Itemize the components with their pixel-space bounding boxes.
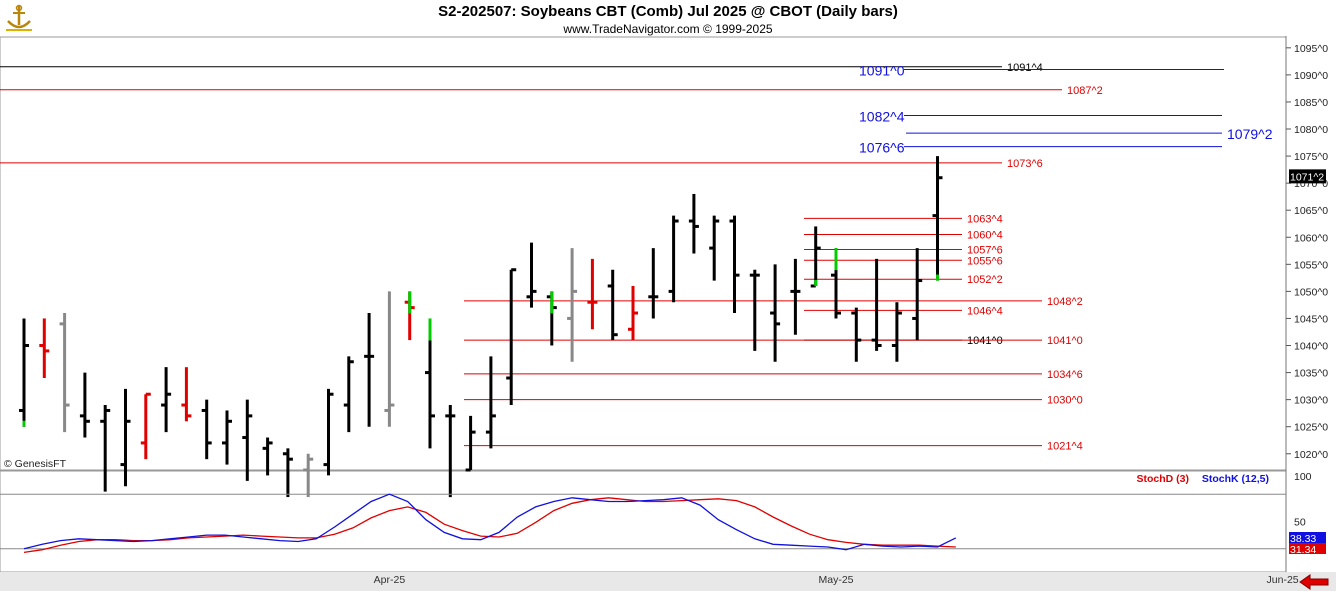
projection-label: 1091^0 [859, 62, 905, 78]
y-tick-label: 1060^0 [1294, 232, 1328, 244]
last-price-box [1289, 169, 1326, 184]
level-label: 1046^4 [967, 305, 1003, 317]
stoch-legend-label: StochK (12,5) [1202, 473, 1269, 485]
level-label: 1073^6 [1007, 158, 1043, 170]
y-tick-label: 1020^0 [1294, 449, 1328, 461]
projection-label: 1082^4 [859, 108, 905, 124]
level-label: 1030^0 [1047, 395, 1083, 407]
stoch-last-value: 38.33 [1290, 533, 1316, 545]
level-label: 1055^6 [967, 255, 1003, 267]
stoch-last-value-box [1289, 543, 1326, 554]
x-tick-label: Apr-25 [374, 574, 406, 586]
chart-title: S2-202507: Soybeans CBT (Comb) Jul 2025 … [438, 3, 898, 20]
stoch-last-value: 31.34 [1290, 544, 1316, 556]
y-tick-label: 1040^0 [1294, 341, 1328, 353]
y-tick-label: 1065^0 [1294, 205, 1328, 217]
y-tick-label: 1075^0 [1294, 151, 1328, 163]
y-tick-label: 1095^0 [1294, 43, 1328, 55]
y-tick-label: 1055^0 [1294, 259, 1328, 271]
x-axis-area [0, 572, 1336, 591]
level-label: 1052^2 [967, 274, 1003, 286]
y-tick-label: 1025^0 [1294, 422, 1328, 434]
price-plot-area [0, 36, 1287, 471]
y-tick-label: 1050^0 [1294, 286, 1328, 298]
y-tick-label: 1090^0 [1294, 70, 1328, 82]
level-label: 1087^2 [1067, 85, 1103, 97]
stoch-last-value-box [1289, 532, 1326, 543]
stochastic-plot-area [0, 470, 1287, 573]
chart-header: S2-202507: Soybeans CBT (Comb) Jul 2025 … [0, 0, 1336, 36]
back-arrow-icon[interactable] [1298, 574, 1330, 590]
level-label: 1041^0 [1047, 335, 1083, 347]
level-label: 1041^0 [967, 335, 1003, 347]
stoch-series-line [23, 493, 957, 551]
projection-label: 1079^2 [1227, 126, 1273, 142]
y-tick-label: 1035^0 [1294, 368, 1328, 380]
stoch-legend-label: StochD (3) [1137, 473, 1190, 485]
last-price-label: 1071^2 [1290, 171, 1324, 183]
y-tick-label: 1030^0 [1294, 395, 1328, 407]
y-axis-area [1286, 36, 1336, 572]
level-label: 1063^4 [967, 213, 1003, 225]
copyright-label: © GenesisFT [4, 458, 67, 470]
x-tick-label: May-25 [818, 574, 853, 586]
y-tick-label: 1085^0 [1294, 97, 1328, 109]
level-label: 1057^6 [967, 244, 1003, 256]
chart-subtitle: www.TradeNavigator.com © 1999-2025 [563, 22, 773, 36]
projection-label: 1076^6 [859, 140, 905, 156]
anchor-logo-icon [6, 4, 32, 31]
x-tick-label: Jun-25 [1267, 574, 1299, 586]
y-tick-label: 1080^0 [1294, 124, 1328, 136]
level-label: 1048^2 [1047, 296, 1083, 308]
stoch-y-tick-label: 100 [1294, 471, 1312, 483]
level-label: 1060^4 [967, 230, 1003, 242]
stoch-y-tick-label: 50 [1294, 517, 1306, 529]
level-label: 1021^4 [1047, 441, 1083, 453]
y-tick-label: 1045^0 [1294, 313, 1328, 325]
level-label: 1034^6 [1047, 369, 1083, 381]
level-label: 1091^4 [1007, 62, 1043, 74]
